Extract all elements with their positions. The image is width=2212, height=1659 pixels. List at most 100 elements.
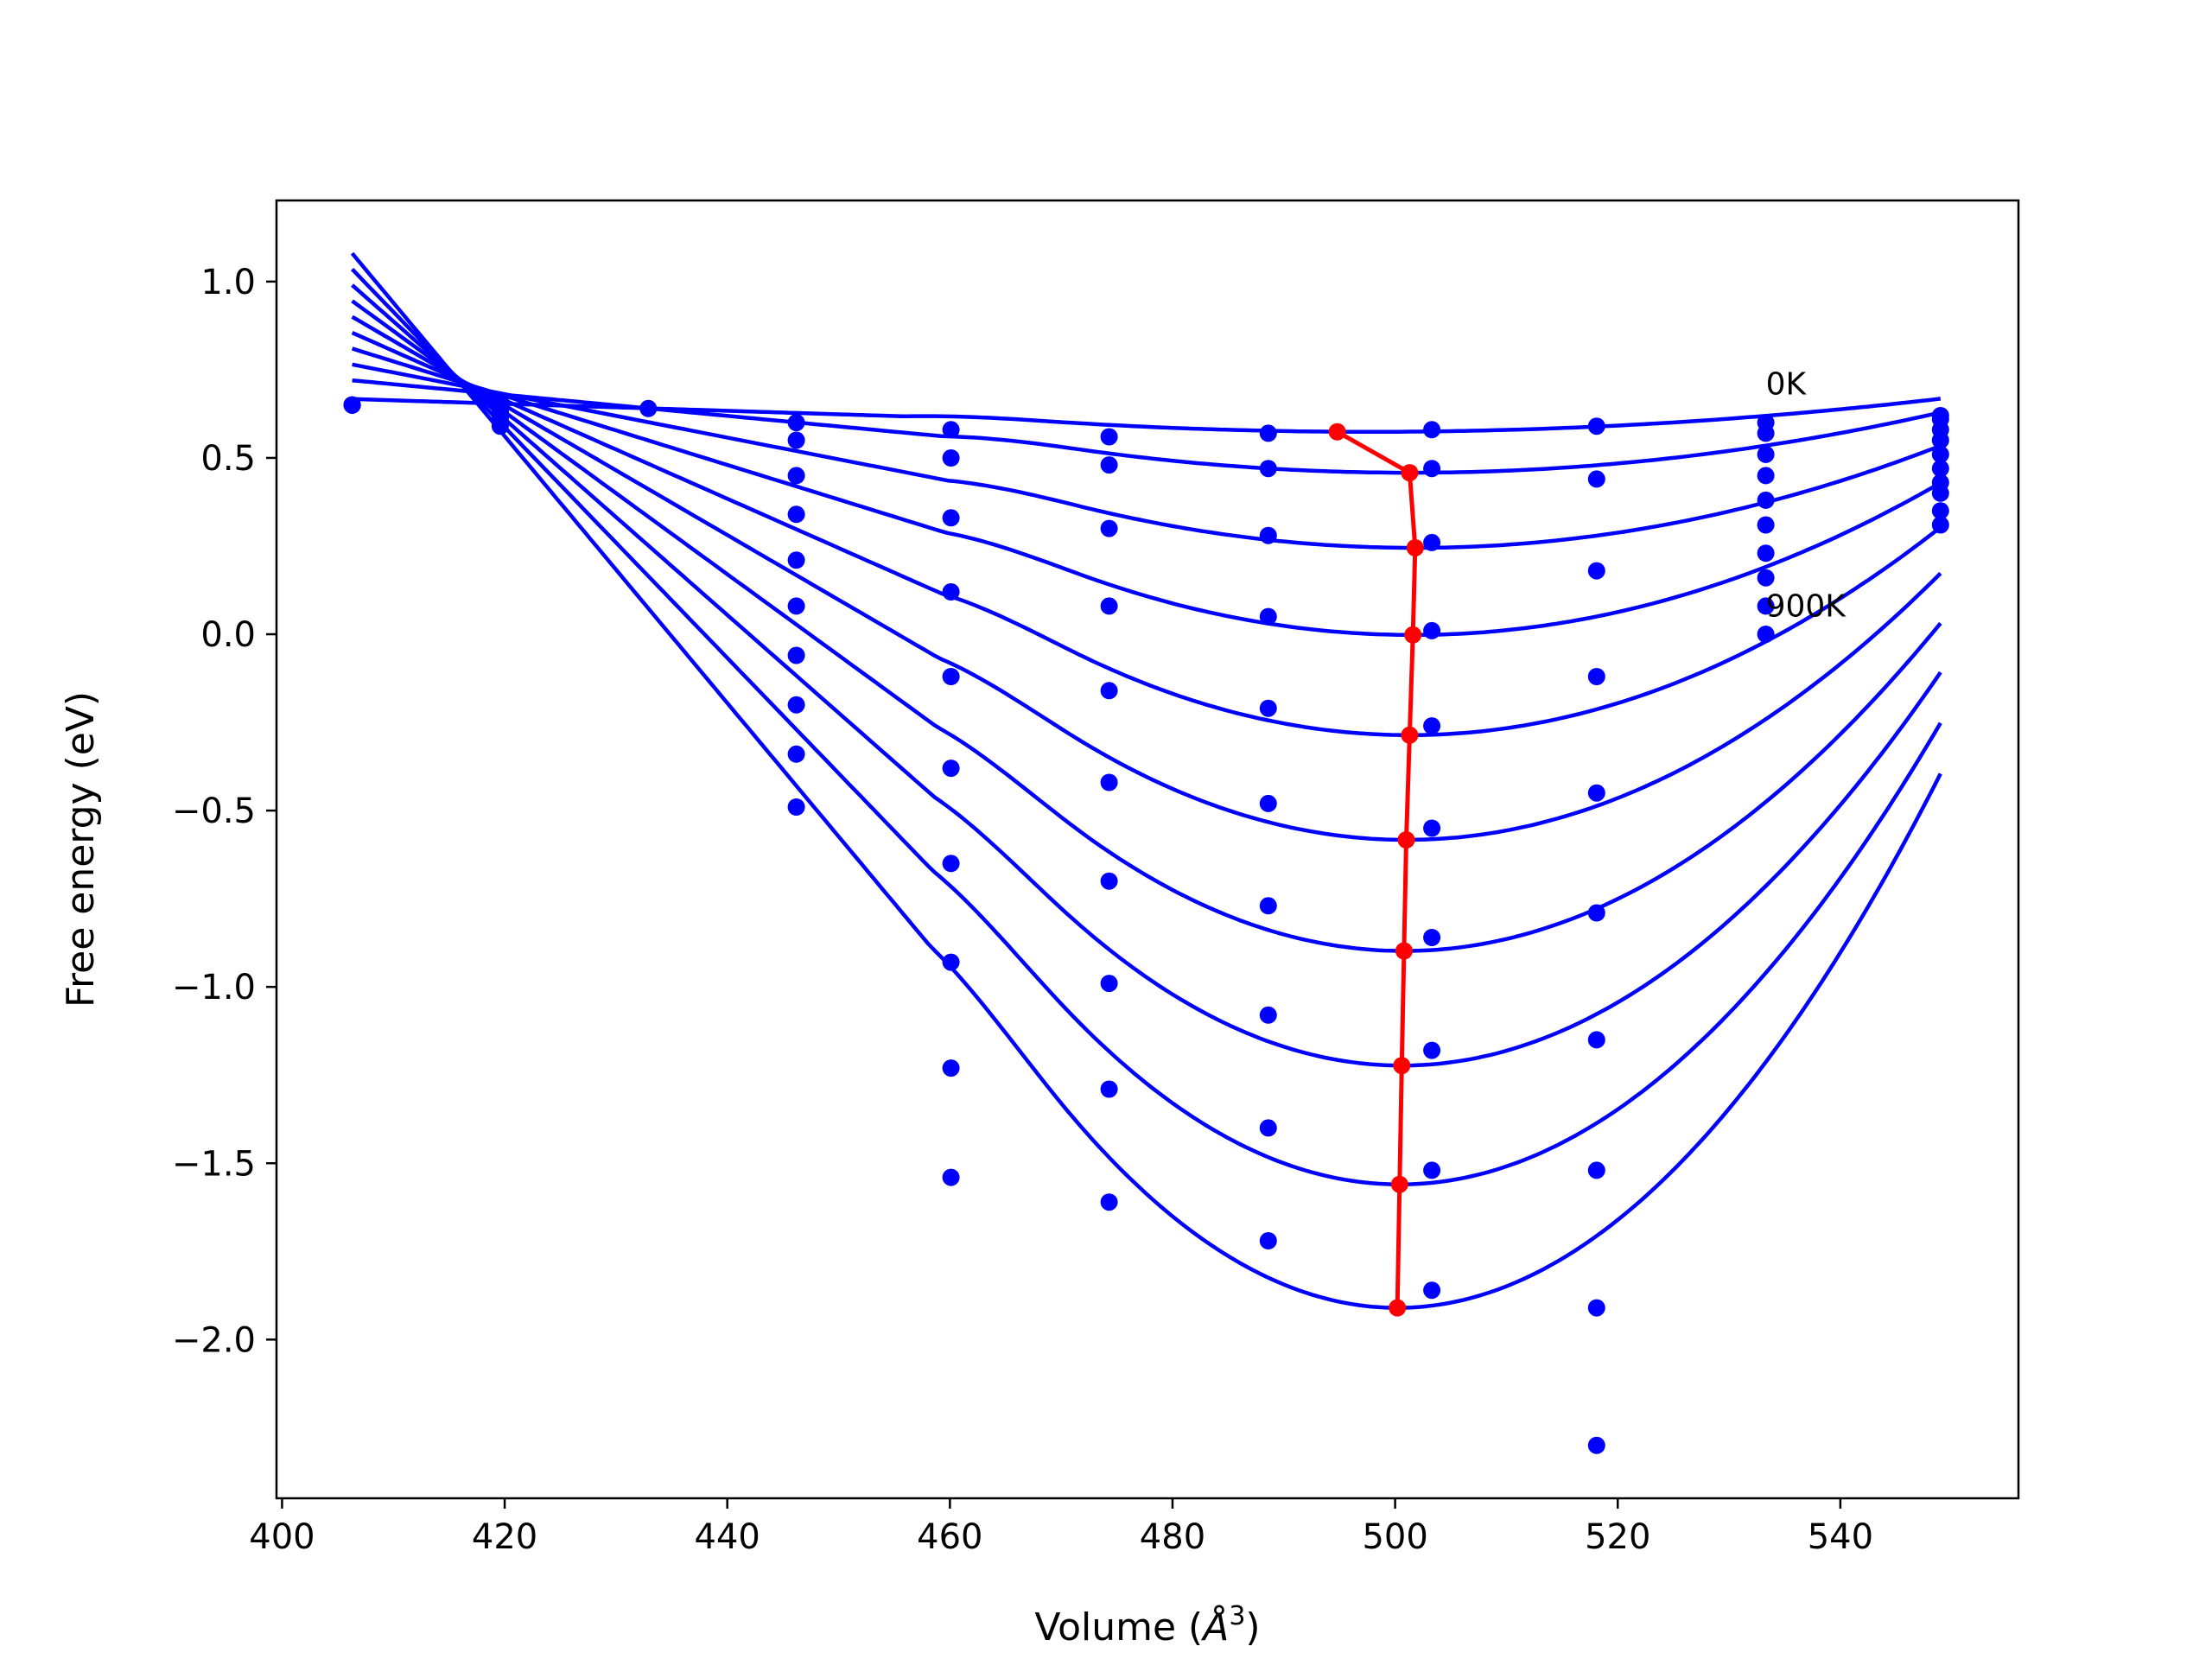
series-6-point [942, 855, 960, 873]
series-8-point [787, 745, 805, 763]
x-tick-label: 400 [249, 1517, 315, 1557]
minimum-path-line [1336, 429, 1418, 1308]
series-4-point [1757, 491, 1775, 509]
series-9-point [1587, 1436, 1605, 1454]
y-axis: −2.0 −1.5 −1.0 −0.5 0.0 0.5 1.0 [172, 263, 276, 1360]
series-2-point [1757, 445, 1775, 463]
series-4-point [787, 551, 805, 569]
series-1-point [942, 449, 960, 467]
series-1-point [1423, 460, 1441, 478]
series-2-point [1100, 519, 1118, 537]
series-9-point [787, 798, 805, 816]
minimum-path-point [1397, 831, 1415, 849]
series-9-point [1100, 1193, 1118, 1211]
series-3-point [1757, 467, 1775, 485]
y-tick-label: −1.5 [172, 1144, 256, 1184]
minimum-path-point [1401, 464, 1419, 482]
series-7-point [942, 953, 960, 971]
series-8-point [1100, 1080, 1118, 1098]
series-5-point [1757, 516, 1775, 534]
series-3-point [942, 583, 960, 601]
series-5-point [1587, 904, 1605, 922]
series-7-fit-line [351, 283, 1942, 1068]
series-8-point [1259, 1119, 1277, 1137]
series-3-point [1100, 597, 1118, 615]
minimum-path-point [1393, 1057, 1411, 1075]
series-8-point [1423, 1161, 1441, 1179]
series-9-point [1259, 1232, 1277, 1249]
series-7-point [1259, 1006, 1277, 1024]
series-9-point [1931, 516, 1949, 534]
series-8-point [1757, 597, 1775, 615]
series-4-point [1259, 699, 1277, 717]
series-8-point [1931, 502, 1949, 520]
series-1-point [1100, 456, 1118, 474]
x-tick-label: 480 [1140, 1517, 1205, 1557]
series-2-fit-line [352, 362, 1942, 550]
series-5-point [1259, 794, 1277, 812]
y-tick-label: 0.5 [200, 439, 256, 479]
x-tick-label: 500 [1362, 1517, 1427, 1557]
series-5-point [1931, 460, 1949, 478]
series-8-fit-line [350, 268, 1942, 1186]
series-2-point [1259, 526, 1277, 544]
minimum-path-point [1389, 1299, 1407, 1317]
series-7-point [1100, 975, 1118, 993]
y-tick-label: −0.5 [172, 791, 256, 831]
series-9-point [343, 396, 361, 414]
x-axis-label: Volume (Å3) [1034, 1601, 1260, 1649]
series-6-point [1757, 544, 1775, 563]
series-0-point [1100, 428, 1118, 446]
series-2-point [787, 467, 805, 485]
minimum-path-point [1406, 539, 1424, 556]
series-6-point [1587, 1031, 1605, 1049]
series-9-fit-line [350, 251, 1942, 1310]
series-7-point [1757, 569, 1775, 587]
series-0-point [787, 414, 805, 432]
minimum-path-point [1328, 423, 1346, 441]
x-tick-label: 460 [917, 1517, 982, 1557]
series-3-point [1587, 668, 1605, 685]
series-8-point [1587, 1299, 1605, 1317]
series-8-point [942, 1059, 960, 1077]
series-5-point [942, 760, 960, 778]
x-tick-label: 540 [1808, 1517, 1873, 1557]
series-2-point [942, 509, 960, 527]
x-tick-label: 440 [695, 1517, 760, 1557]
series-4-point [1587, 784, 1605, 802]
y-tick-label: 1.0 [200, 263, 256, 302]
series-4-point [1423, 717, 1441, 735]
minimum-path-point [1390, 1175, 1408, 1193]
series-0-point [1259, 424, 1277, 442]
series-7-point [1931, 484, 1949, 502]
x-tick-label: 420 [472, 1517, 537, 1557]
series-9-point [942, 1168, 960, 1186]
series-1-point [787, 431, 805, 449]
series-6-point [1259, 897, 1277, 915]
series-1-point [1757, 424, 1775, 442]
series-4-point [1100, 682, 1118, 700]
series-4-point [942, 668, 960, 685]
series-3-point [1931, 431, 1949, 449]
minimum-path-point [1401, 726, 1419, 744]
series-7-point [1423, 1041, 1441, 1059]
series-9-point [1423, 1281, 1441, 1300]
series-1-point [1587, 470, 1605, 488]
series-2-point [1423, 533, 1441, 551]
series-7-point [1587, 1161, 1605, 1179]
series-5-fit-line [351, 315, 1942, 842]
temperature-annotation: 900K [1766, 589, 1847, 625]
series-5-point [1423, 819, 1441, 837]
series-5-point [787, 597, 805, 615]
series-4-fit-line [351, 331, 1942, 738]
series-1-point [1259, 460, 1277, 478]
series-3-point [787, 505, 805, 524]
plot-content: 0K 900K [343, 251, 1949, 1454]
temperature-annotation: 0K [1766, 367, 1808, 403]
plot-frame [275, 199, 2020, 1500]
minimum-path-point [1404, 626, 1422, 644]
x-tick-label: 520 [1585, 1517, 1650, 1557]
series-0-point [1423, 421, 1441, 439]
